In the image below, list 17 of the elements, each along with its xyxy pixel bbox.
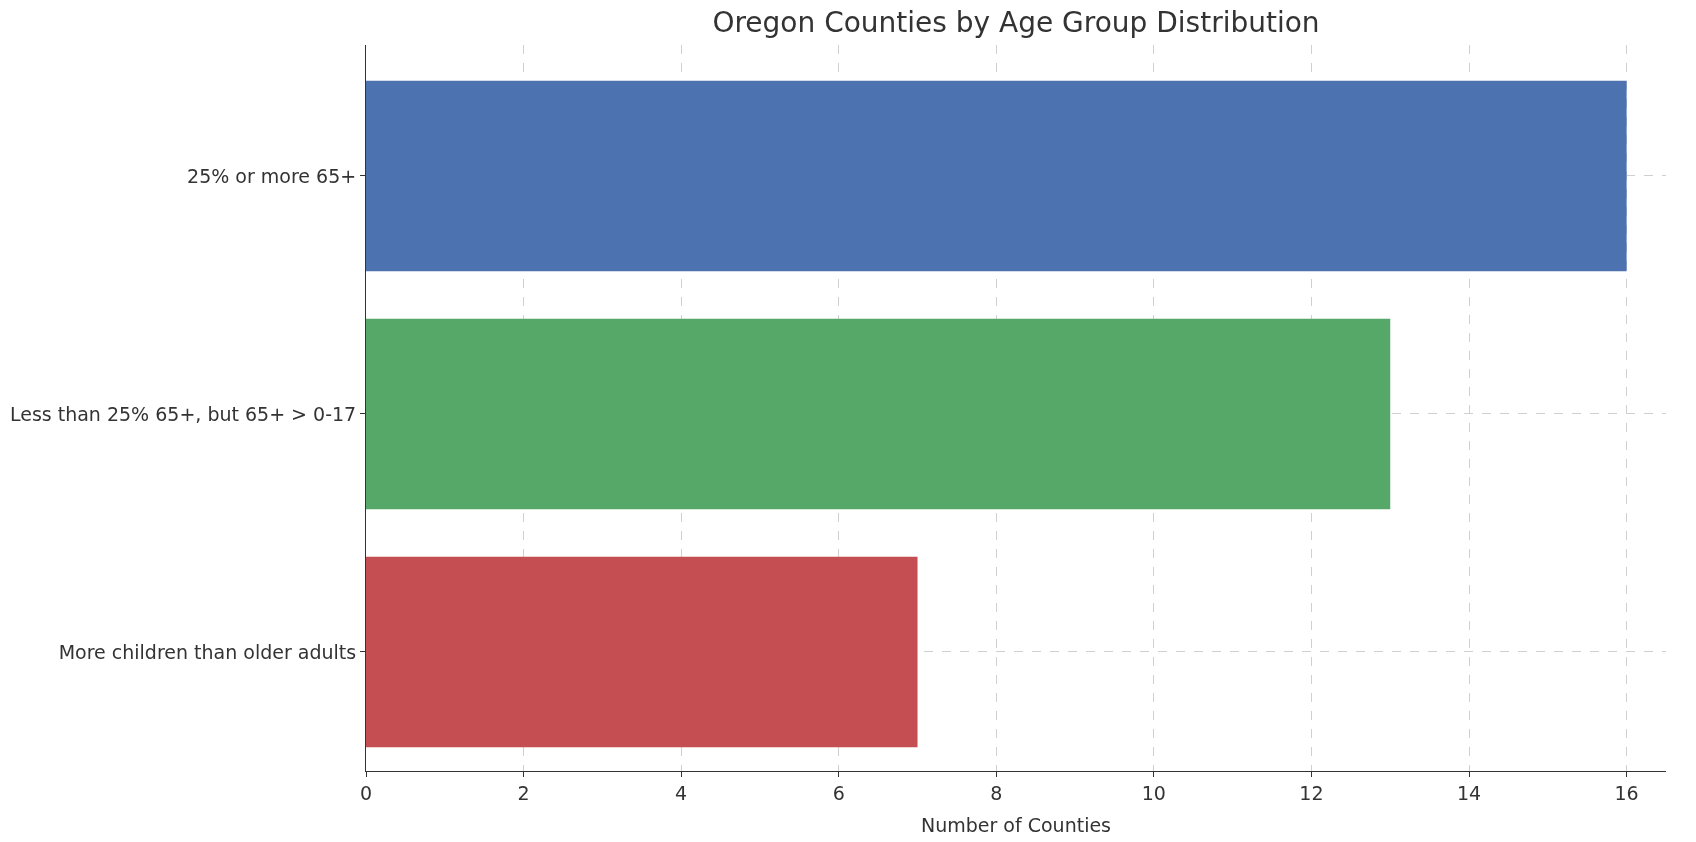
bar	[366, 556, 918, 748]
x-tick-label: 4	[675, 781, 688, 804]
x-tick-label: 8	[990, 781, 1003, 804]
y-tick-label: 25% or more 65+	[187, 164, 357, 187]
x-tick-label: 12	[1299, 781, 1324, 804]
x-tick-label: 0	[359, 781, 373, 804]
y-tick-label: More children than older adults	[58, 640, 357, 663]
x-tick-label: 16	[1614, 781, 1639, 804]
y-tick-label: Less than 25% 65+, but 65+ > 0-17	[9, 402, 357, 425]
x-axis-title: Number of Counties	[920, 813, 1112, 836]
bar	[366, 80, 1627, 272]
x-tick-label: 14	[1456, 781, 1482, 804]
x-tick-label: 2	[517, 781, 530, 804]
chart-title: Oregon Counties by Age Group Distribution	[712, 6, 1320, 40]
x-tick-label: 6	[832, 781, 845, 804]
x-tick-label: 10	[1141, 781, 1166, 804]
bar	[366, 318, 1391, 510]
